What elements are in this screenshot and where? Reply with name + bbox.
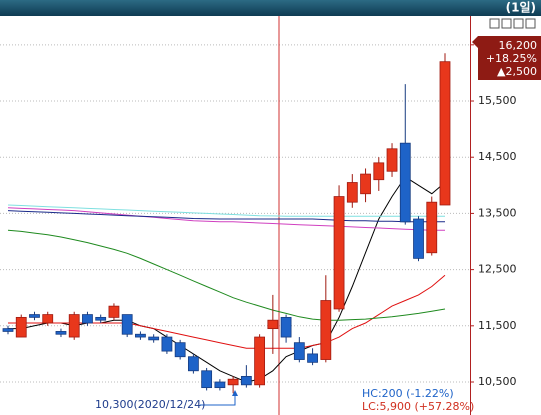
candle-body (15, 316, 27, 338)
candle-body (214, 381, 226, 389)
candle-body (108, 305, 120, 318)
y-tick-label: 11,500 (478, 319, 517, 332)
period-label: (1일) (506, 1, 536, 15)
change: ▲2,500 (497, 65, 537, 78)
candle-body (187, 356, 199, 372)
change-pct: +18.25% (486, 52, 537, 65)
candle-body (413, 218, 424, 259)
y-tick-label: 15,500 (478, 94, 517, 107)
candle-body (293, 342, 305, 360)
candle-body (148, 336, 160, 341)
candle-body (267, 319, 279, 330)
moving-average-line (7, 204, 445, 217)
candle-body (95, 316, 107, 321)
candle-body (2, 328, 14, 332)
candle-body (320, 300, 332, 360)
candle-body (55, 331, 67, 335)
low-annotation: 10,300(2020/12/24) (95, 398, 205, 411)
toolbar[interactable] (489, 18, 536, 29)
candle-body (254, 336, 266, 386)
annotation-arrow (200, 394, 236, 406)
candle-body (307, 353, 318, 363)
price-box: 16,200 +18.25% ▲2,500 (472, 36, 541, 80)
header-bar (0, 0, 541, 16)
candle-body (121, 314, 133, 335)
candle-body (29, 314, 40, 318)
candle-body (68, 314, 80, 338)
current-price: 16,200 (499, 39, 538, 52)
candle-body (426, 201, 438, 254)
annotation-arrowhead (232, 390, 238, 396)
hc-label: HC:200 (-1.22%) (362, 387, 454, 400)
moving-average-line (7, 207, 445, 231)
y-tick-label: 10,500 (478, 375, 517, 388)
candle-body (161, 336, 173, 352)
candle-body (240, 375, 252, 386)
tool-button[interactable] (501, 18, 512, 29)
tool-button[interactable] (489, 18, 500, 29)
candle-body (82, 314, 93, 324)
candle-body (227, 378, 239, 386)
tool-button[interactable] (525, 18, 536, 29)
candle-body (201, 370, 213, 389)
y-tick-label: 13,500 (478, 206, 517, 219)
candle-body (42, 314, 54, 324)
price-box-bg (472, 36, 541, 80)
candle-body (360, 173, 371, 195)
moving-average-line (8, 176, 446, 383)
moving-average-line (7, 229, 446, 321)
candle-body (399, 142, 411, 223)
candle-body (439, 61, 451, 206)
candle-body (346, 182, 358, 203)
lc-label: LC:5,900 (+57.28%) (362, 400, 474, 413)
candle-body (386, 148, 398, 172)
candle-body (373, 162, 385, 181)
moving-average-line (7, 210, 445, 223)
candle-body (135, 333, 146, 338)
candle-body (333, 196, 345, 310)
candle-body (280, 316, 292, 338)
tool-button[interactable] (513, 18, 524, 29)
y-tick-label: 14,500 (478, 150, 517, 163)
candle-body (174, 342, 186, 358)
y-tick-label: 12,500 (478, 263, 517, 276)
